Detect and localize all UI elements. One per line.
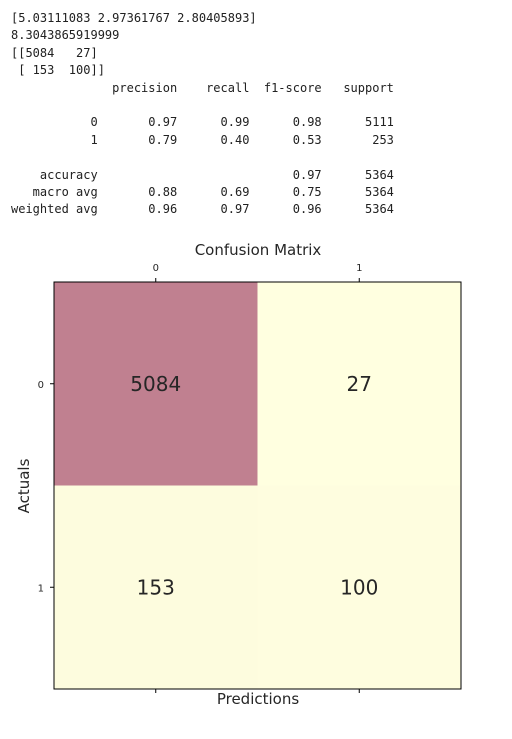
y-tick-label-1: 1 [38, 583, 44, 594]
report-row-class-1: 1 0.79 0.40 0.53 253 [11, 132, 394, 147]
cell-value-1-1: 100 [340, 575, 378, 599]
report-row-accuracy: accuracy 0.97 5364 [11, 167, 394, 182]
x-axis-label: Predictions [217, 690, 300, 708]
report-header-row: precision recall f1-score support [11, 80, 394, 95]
matrix-cells: 5084 27 153 100 [54, 282, 461, 689]
output-line-4: [ 153 100]] [11, 63, 105, 78]
cell-output-text: [5.03111083 2.97361767 2.80405893] 8.3043… [11, 10, 394, 219]
x-tick-label-0: 0 [153, 263, 159, 274]
matrix-cell-1-1 [257, 485, 461, 689]
cell-value-0-1: 27 [347, 372, 372, 396]
cell-value-0-0: 5084 [130, 372, 181, 396]
confusion-matrix-figure: Confusion Matrix 5084 27 153 100 0 1 0 1 Predi… [15, 241, 462, 708]
report-row-macro-avg: macro avg 0.88 0.69 0.75 5364 [11, 184, 394, 199]
report-row-class-0: 0 0.97 0.99 0.98 5111 [11, 115, 394, 130]
y-tick-label-0: 0 [38, 380, 44, 391]
cell-value-1-0: 153 [137, 575, 175, 599]
matrix-cell-0-0 [54, 282, 258, 486]
matrix-cell-1-0 [54, 485, 258, 689]
axis-ticks: 0 1 0 1 [38, 263, 362, 693]
matrix-cell-0-1 [257, 282, 461, 486]
x-tick-label-1: 1 [356, 263, 362, 274]
output-line-3: [[5084 27] [11, 45, 98, 60]
y-axis-label: Actuals [15, 458, 33, 513]
output-blank-line [11, 149, 394, 166]
report-row-weighted-avg: weighted avg 0.96 0.97 0.96 5364 [11, 202, 394, 217]
chart-title: Confusion Matrix [195, 241, 322, 259]
output-line-1: [5.03111083 2.97361767 2.80405893] [11, 11, 257, 25]
plot-frame [53, 281, 462, 690]
output-line-2: 8.3043865919999 [11, 28, 120, 43]
output-blank-line [11, 97, 394, 114]
